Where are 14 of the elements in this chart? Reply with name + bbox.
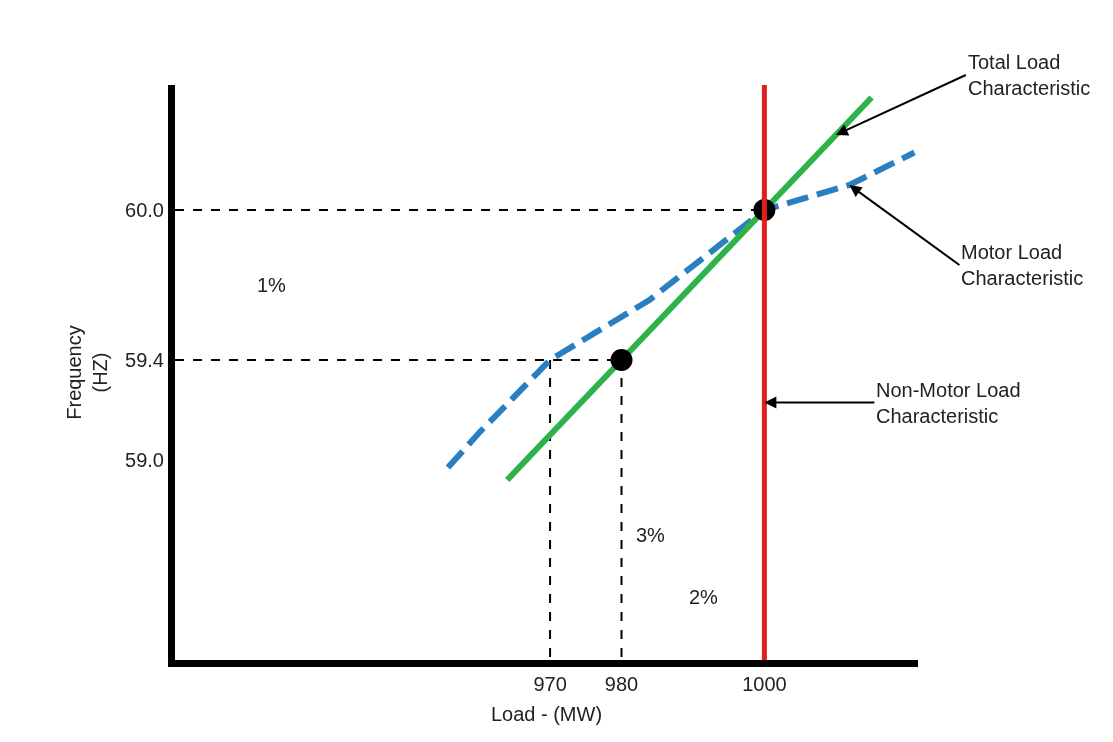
x-tick-label: 970 [533, 673, 567, 695]
annotation: Motor Load Characteristic [961, 241, 1084, 289]
annotation: 2% [689, 586, 719, 608]
x-tick-label: 980 [604, 673, 639, 695]
y-axis-title: Frequency (HZ) [62, 325, 111, 420]
annotation: 1% [257, 274, 287, 296]
annotation: Non-Motor Load Characteristic [876, 379, 1021, 427]
annotation: Total Load Characteristic [968, 51, 1091, 99]
x-tick-label: 1000 [742, 673, 787, 695]
y-tick-label: 60.0 [125, 199, 164, 221]
y-tick-label: 59.4 [125, 349, 164, 371]
y-tick-label: 59.0 [125, 449, 164, 471]
x-axis-title: Load - (MW) [490, 702, 603, 725]
annotation: 3% [636, 524, 666, 546]
